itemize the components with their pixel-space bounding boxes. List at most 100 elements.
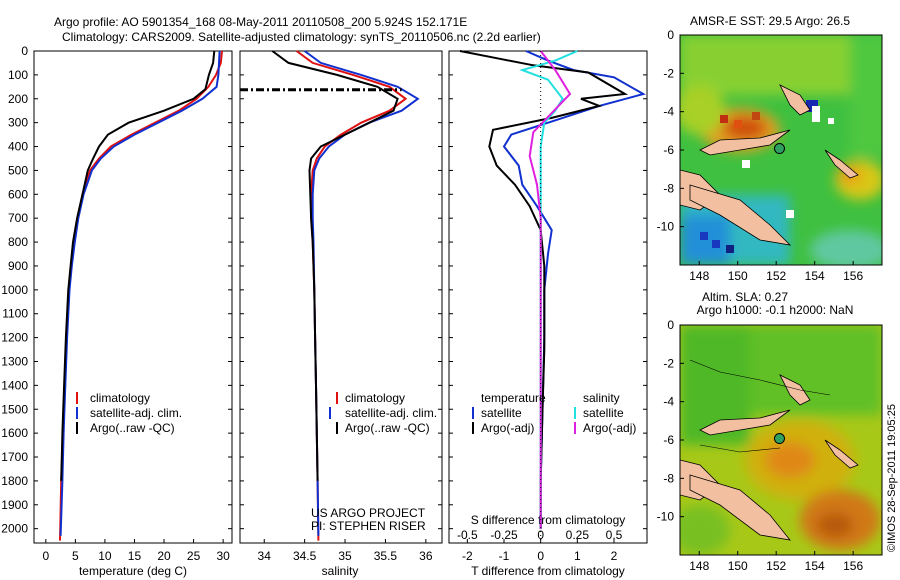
x-tick-label: 35 bbox=[338, 549, 352, 563]
map-y-tick-label: -2 bbox=[663, 66, 674, 80]
x-tick-label: 36 bbox=[419, 549, 433, 563]
map-x-tick-label: 152 bbox=[766, 559, 786, 573]
diff-legend-s-satellite: satellite bbox=[583, 406, 624, 420]
map-y-tick-label: -8 bbox=[663, 181, 674, 195]
depth-tick-label: 1100 bbox=[2, 307, 28, 321]
depth-tick-label: 1500 bbox=[1, 402, 28, 416]
map-y-tick-label: -4 bbox=[663, 105, 674, 119]
temp-legend-climatology: climatology bbox=[90, 391, 150, 405]
difference-series bbox=[459, 50, 646, 543]
map-y-tick-label: 0 bbox=[667, 318, 674, 332]
map-x-tick-label: 150 bbox=[728, 559, 748, 573]
x-tick-label: 1 bbox=[574, 549, 581, 563]
sla-map-axes: 148 150 152 154 156 0 -2 -4 -6 -8 -10 bbox=[657, 318, 864, 573]
salinity-legend: climatology satellite-adj. clim. Argo(..… bbox=[329, 391, 437, 435]
x-tick-label: 25 bbox=[187, 549, 201, 563]
map-y-tick-label: -10 bbox=[657, 220, 675, 234]
sal-legend-satellite: satellite-adj. clim. bbox=[345, 406, 437, 420]
series-climatology bbox=[59, 50, 223, 541]
pi-label: PI: STEPHEN RISER bbox=[311, 519, 426, 533]
map-x-tick-label: 154 bbox=[805, 269, 825, 283]
diff-legend-temperature-title: temperature bbox=[481, 391, 546, 405]
x-tick-label: 30 bbox=[216, 549, 230, 563]
series-satellite-adj-clim- bbox=[59, 50, 221, 536]
diff-legend-s-argo: Argo(-adj) bbox=[583, 421, 636, 435]
x-tick-label: 2 bbox=[611, 549, 618, 563]
map-y-tick-label: -2 bbox=[663, 356, 674, 370]
sst-argo-marker bbox=[773, 143, 785, 155]
map-y-tick-label: -4 bbox=[663, 395, 674, 409]
depth-tick-label: 300 bbox=[8, 116, 28, 130]
map-x-tick-label: 148 bbox=[689, 559, 709, 573]
x-tick-label: 0 bbox=[42, 549, 49, 563]
series-s-argo-adj- bbox=[528, 50, 572, 529]
depth-tick-label: 1000 bbox=[1, 283, 28, 297]
diff-legend-salinity-title: salinity bbox=[583, 391, 620, 405]
sla-argo-marker bbox=[773, 433, 785, 445]
depth-tick-label: 2000 bbox=[1, 522, 28, 536]
salinity-panel bbox=[239, 50, 443, 544]
s-tick-label: 0.25 bbox=[566, 528, 590, 542]
depth-tick-label: 1600 bbox=[1, 426, 28, 440]
sst-map bbox=[680, 35, 882, 265]
difference-legend: temperature salinity satellite Argo(-adj… bbox=[472, 391, 636, 435]
sla-map bbox=[680, 325, 882, 555]
map-x-tick-label: 156 bbox=[843, 559, 863, 573]
sla-coastline-contours bbox=[689, 359, 831, 453]
sst-map-axes: 148 150 152 154 156 0 -2 -4 -6 -8 -10 bbox=[657, 28, 864, 283]
depth-tick-label: 1700 bbox=[1, 450, 28, 464]
depth-tick-label: 1900 bbox=[1, 498, 28, 512]
temperature-panel bbox=[33, 50, 233, 544]
map-y-tick-label: -6 bbox=[663, 143, 674, 157]
map-x-tick-label: 152 bbox=[766, 269, 786, 283]
x-tick-label: 34.5 bbox=[293, 549, 317, 563]
diff-legend-t-satellite: satellite bbox=[481, 406, 522, 420]
depth-tick-label: 700 bbox=[8, 211, 28, 225]
x-tick-label: 20 bbox=[157, 549, 171, 563]
depth-tick-label: 1200 bbox=[1, 331, 28, 345]
depth-tick-label: 400 bbox=[8, 140, 28, 154]
sal-legend-argo: Argo(..raw -QC) bbox=[345, 421, 430, 435]
s-tick-label: 0.5 bbox=[606, 528, 623, 542]
depth-tick-label: 500 bbox=[8, 163, 28, 177]
project-label: US ARGO PROJECT bbox=[311, 506, 426, 520]
x-tick-label: 15 bbox=[128, 549, 142, 563]
salinity-series bbox=[240, 50, 420, 541]
depth-tick-label: 1400 bbox=[1, 378, 28, 392]
x-tick-label: -1 bbox=[499, 549, 510, 563]
s-tick-label: -0.25 bbox=[490, 528, 518, 542]
difference-panel bbox=[448, 50, 648, 544]
map-y-tick-label: -10 bbox=[657, 510, 675, 524]
map-x-tick-label: 150 bbox=[728, 269, 748, 283]
difference-xlabel-top: S difference from climatology bbox=[471, 513, 626, 527]
depth-tick-label: 600 bbox=[8, 187, 28, 201]
footer-stamp: ©IMOS 28-Sep-2011 19:05:25 bbox=[886, 404, 898, 552]
depth-axis: 0 100 200 300 400 500 600 700 800 900 1000 1100 1200… bbox=[1, 44, 647, 536]
depth-tick-label: 200 bbox=[8, 92, 28, 106]
depth-tick-label: 1800 bbox=[1, 474, 28, 488]
sla-map-title1: Altim. SLA: 0.27 bbox=[702, 290, 788, 304]
header-line2: Climatology: CARS2009. Satellite-adjuste… bbox=[62, 30, 541, 44]
depth-tick-label: 100 bbox=[8, 68, 28, 82]
sst-map-title: AMSR-E SST: 29.5 Argo: 26.5 bbox=[690, 14, 850, 28]
map-y-tick-label: -6 bbox=[663, 433, 674, 447]
map-y-tick-label: -8 bbox=[663, 471, 674, 485]
x-tick-label: 10 bbox=[98, 549, 112, 563]
sla-land bbox=[680, 374, 859, 541]
x-tick-label: 35.5 bbox=[374, 549, 398, 563]
series-argo-raw-qc- bbox=[271, 50, 399, 481]
depth-tick-label: 900 bbox=[8, 259, 28, 273]
series-t-argo-adj- bbox=[459, 50, 629, 529]
depth-tick-label: 800 bbox=[8, 235, 28, 249]
header-line1: Argo profile: AO 5901354_168 08-May-2011… bbox=[54, 15, 467, 29]
series-climatology bbox=[296, 50, 408, 541]
difference-xlabel: T difference from climatology bbox=[471, 564, 625, 578]
temperature-x-axis: 0 5 10 15 20 25 30 bbox=[42, 539, 230, 563]
series-argo-raw-qc- bbox=[60, 50, 216, 481]
salinity-xlabel: salinity bbox=[322, 564, 359, 578]
diff-legend-t-argo: Argo(-adj) bbox=[481, 421, 534, 435]
map-x-tick-label: 154 bbox=[805, 559, 825, 573]
sal-legend-climatology: climatology bbox=[345, 391, 405, 405]
